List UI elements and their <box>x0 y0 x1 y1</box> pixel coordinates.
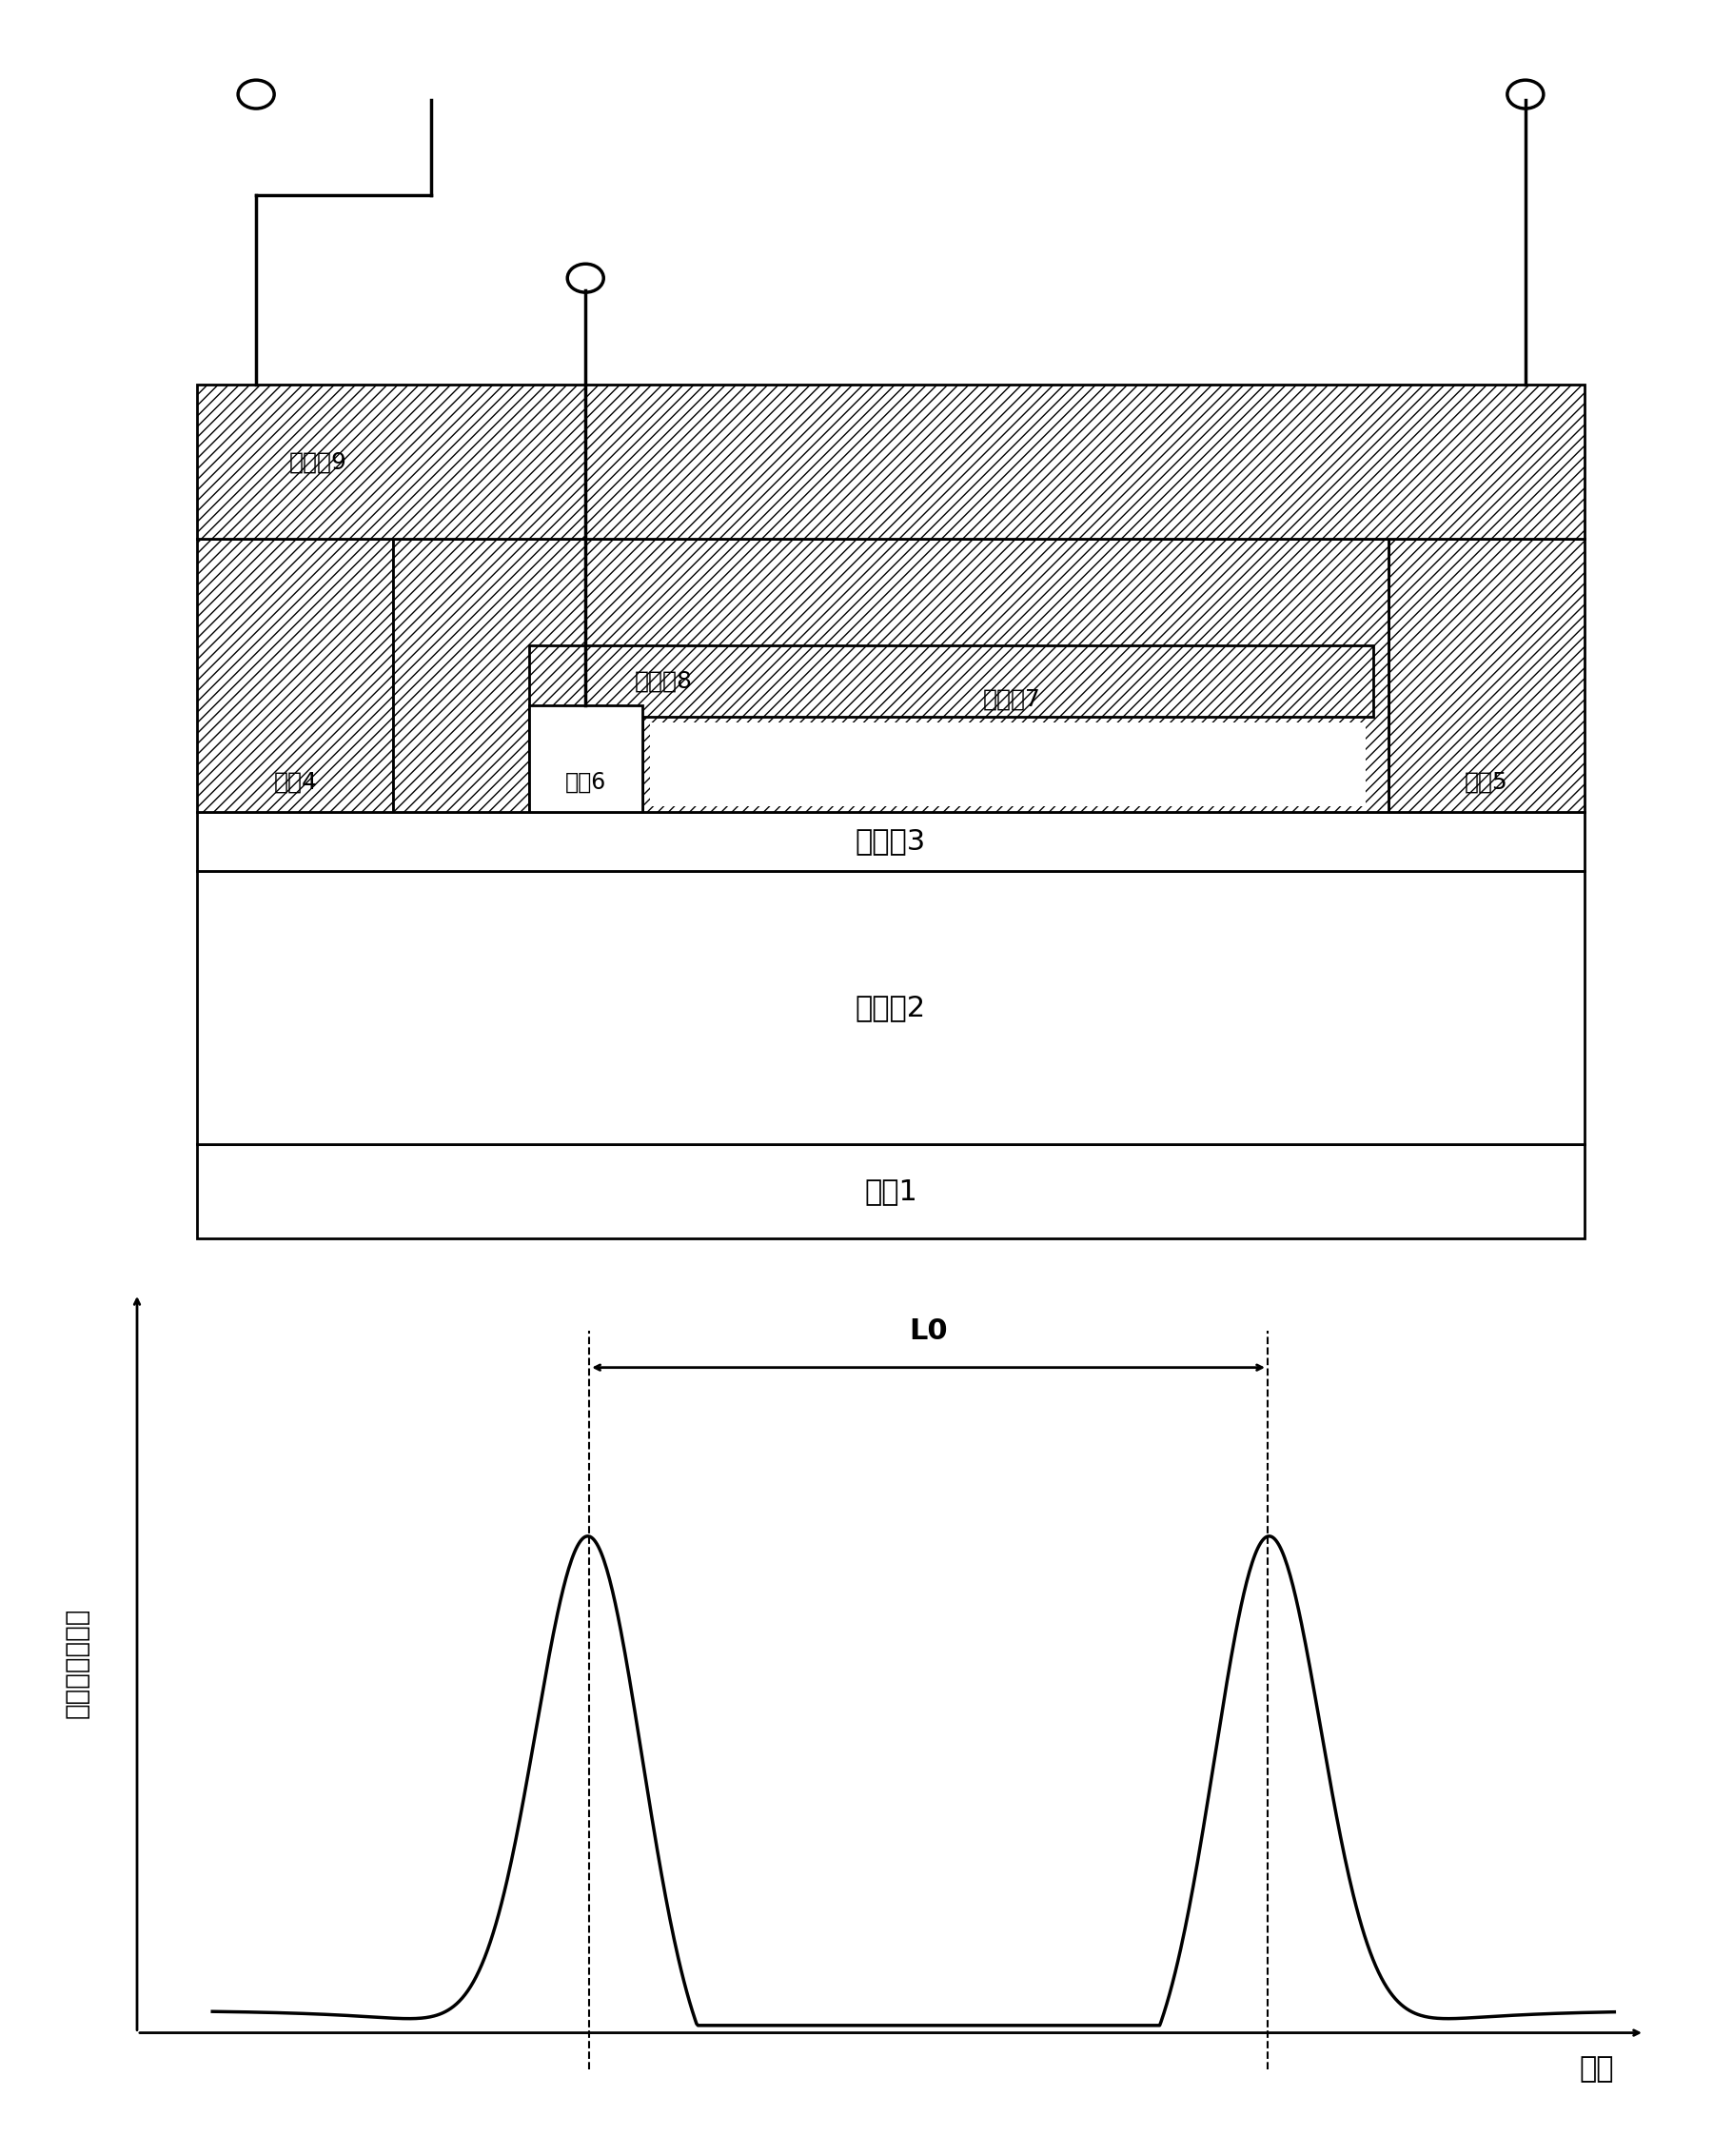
Text: 源场板8: 源场板8 <box>634 671 692 692</box>
Bar <box>529 705 642 813</box>
Bar <box>529 647 1374 718</box>
Bar <box>649 722 1365 806</box>
Bar <box>394 539 1388 813</box>
Bar <box>197 871 1585 1143</box>
Text: 栅极6: 栅极6 <box>565 772 606 793</box>
Text: 漏极5: 漏极5 <box>1465 772 1507 793</box>
Text: 保护层9: 保护层9 <box>289 451 348 474</box>
Text: L0: L0 <box>910 1317 947 1345</box>
Bar <box>1388 539 1585 813</box>
Bar <box>197 539 394 813</box>
Text: 钝化层7: 钝化层7 <box>982 688 1040 711</box>
Text: 势垒层中的电场: 势垒层中的电场 <box>63 1608 91 1718</box>
Text: 势垒层3: 势垒层3 <box>855 828 927 856</box>
Bar <box>197 1143 1585 1238</box>
Text: 过渡层2: 过渡层2 <box>855 994 927 1022</box>
Bar <box>529 705 642 813</box>
Text: 源极4: 源极4 <box>274 772 317 793</box>
Text: 位置: 位置 <box>1579 2055 1614 2083</box>
Bar <box>197 386 1585 539</box>
Bar <box>197 813 1585 871</box>
Text: 衬底1: 衬底1 <box>863 1177 918 1205</box>
